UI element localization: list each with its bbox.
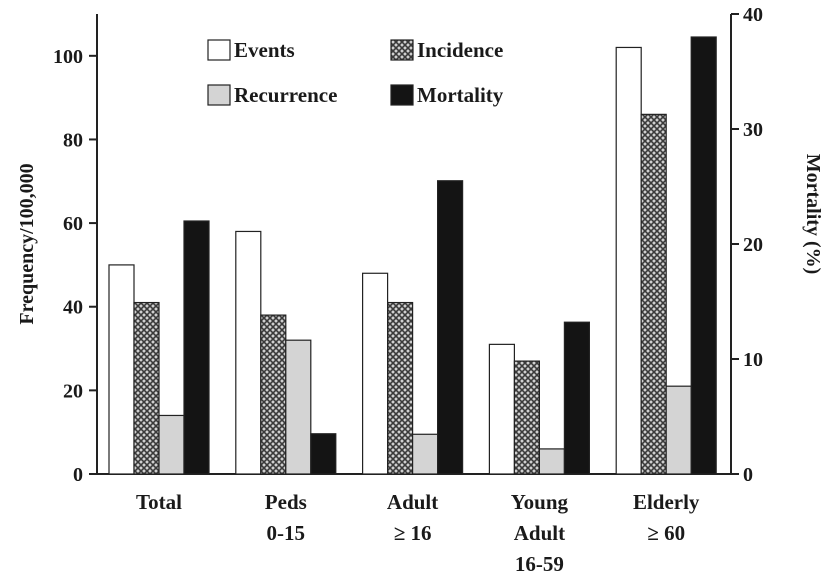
bar-recurrence-2 [412,433,439,475]
x-category-label: ≥ 16 [394,521,432,545]
right-y-tick-label: 10 [743,349,763,371]
bar-incidence-0 [133,301,160,475]
bar-mortality-1 [310,433,337,475]
x-category-label: 0-15 [267,521,306,545]
left-y-tick-label: 100 [53,46,83,68]
legend-label-events: Events [234,38,295,62]
legend-label-recurrence: Recurrence [234,83,337,107]
bar-recurrence-3 [538,448,566,475]
bar-events-1 [235,230,262,475]
x-category-label: Adult [514,521,565,545]
x-category-label: 16-59 [515,552,564,576]
left-y-axis-title: Frequency/100,000 [16,163,38,324]
x-category-label: Young [511,490,569,514]
legend-swatch-recurrence [207,84,231,106]
bar-events-0 [108,264,135,475]
left-y-tick-label: 60 [63,213,83,235]
bar-mortality-2 [437,180,464,475]
x-category-label: Adult [387,490,438,514]
legend-swatch-events [207,39,231,61]
legend-label-mortality: Mortality [417,83,504,107]
right-y-tick-label: 0 [743,464,753,486]
left-y-tick-label: 80 [63,129,83,151]
x-category-label: Total [136,490,182,514]
left-y-tick-label: 40 [63,297,83,319]
bar-recurrence-4 [665,385,692,475]
right-y-tick-label: 30 [743,119,763,141]
bar-recurrence-1 [285,339,312,475]
x-category-label: Peds [265,490,307,514]
legend-label-incidence: Incidence [417,38,503,62]
bar-events-3 [488,343,515,475]
x-category-label: ≥ 60 [647,521,685,545]
right-y-tick-label: 20 [743,234,763,256]
x-category-label: Elderly [633,490,700,514]
bar-incidence-4 [640,113,667,475]
bar-incidence-2 [387,301,414,475]
bar-events-4 [615,46,642,475]
bar-incidence-1 [260,314,287,475]
bar-mortality-3 [563,321,591,475]
legend-swatch-incidence [390,39,414,61]
left-y-tick-label: 0 [73,464,83,486]
bar-mortality-0 [183,220,210,475]
bar-incidence-3 [513,360,541,475]
legend-swatch-mortality [390,84,414,106]
bar-mortality-4 [690,36,717,475]
bar-events-2 [362,272,389,475]
right-y-axis-title: Mortality (%) [802,154,824,275]
right-y-tick-label: 40 [743,4,763,26]
left-y-tick-label: 20 [63,380,83,402]
bar-recurrence-0 [158,414,185,475]
